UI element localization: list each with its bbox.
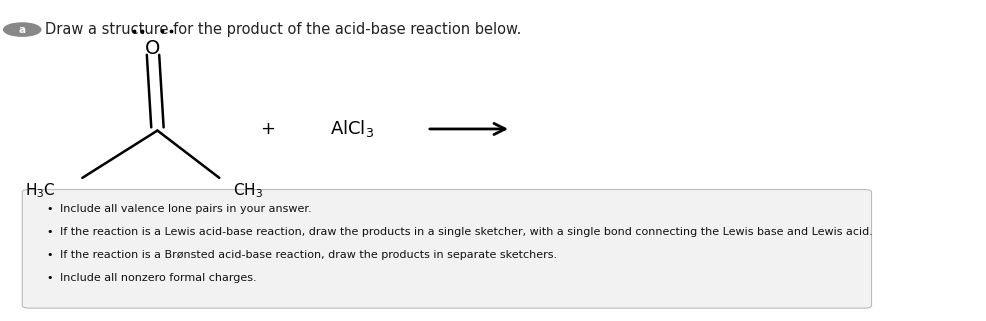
Text: •: •	[46, 227, 53, 238]
Text: a: a	[19, 25, 26, 35]
Text: AlCl$_3$: AlCl$_3$	[329, 118, 374, 139]
Text: +: +	[260, 120, 275, 138]
Text: If the reaction is a Lewis acid-base reaction, draw the products in a single ske: If the reaction is a Lewis acid-base rea…	[60, 227, 873, 238]
Text: O: O	[145, 39, 161, 58]
Text: If the reaction is a Brønsted acid-base reaction, draw the products in separate : If the reaction is a Brønsted acid-base …	[60, 250, 557, 260]
Text: •: •	[46, 250, 53, 260]
Text: •: •	[46, 273, 53, 283]
Circle shape	[4, 23, 40, 36]
Text: Draw a structure for the product of the acid-base reaction below.: Draw a structure for the product of the …	[45, 22, 521, 37]
FancyBboxPatch shape	[23, 189, 871, 308]
Text: •: •	[46, 204, 53, 214]
Text: Include all valence lone pairs in your answer.: Include all valence lone pairs in your a…	[60, 204, 312, 214]
Text: H$_3$C: H$_3$C	[25, 181, 56, 200]
Text: CH$_3$: CH$_3$	[233, 181, 262, 200]
Text: Include all nonzero formal charges.: Include all nonzero formal charges.	[60, 273, 256, 283]
